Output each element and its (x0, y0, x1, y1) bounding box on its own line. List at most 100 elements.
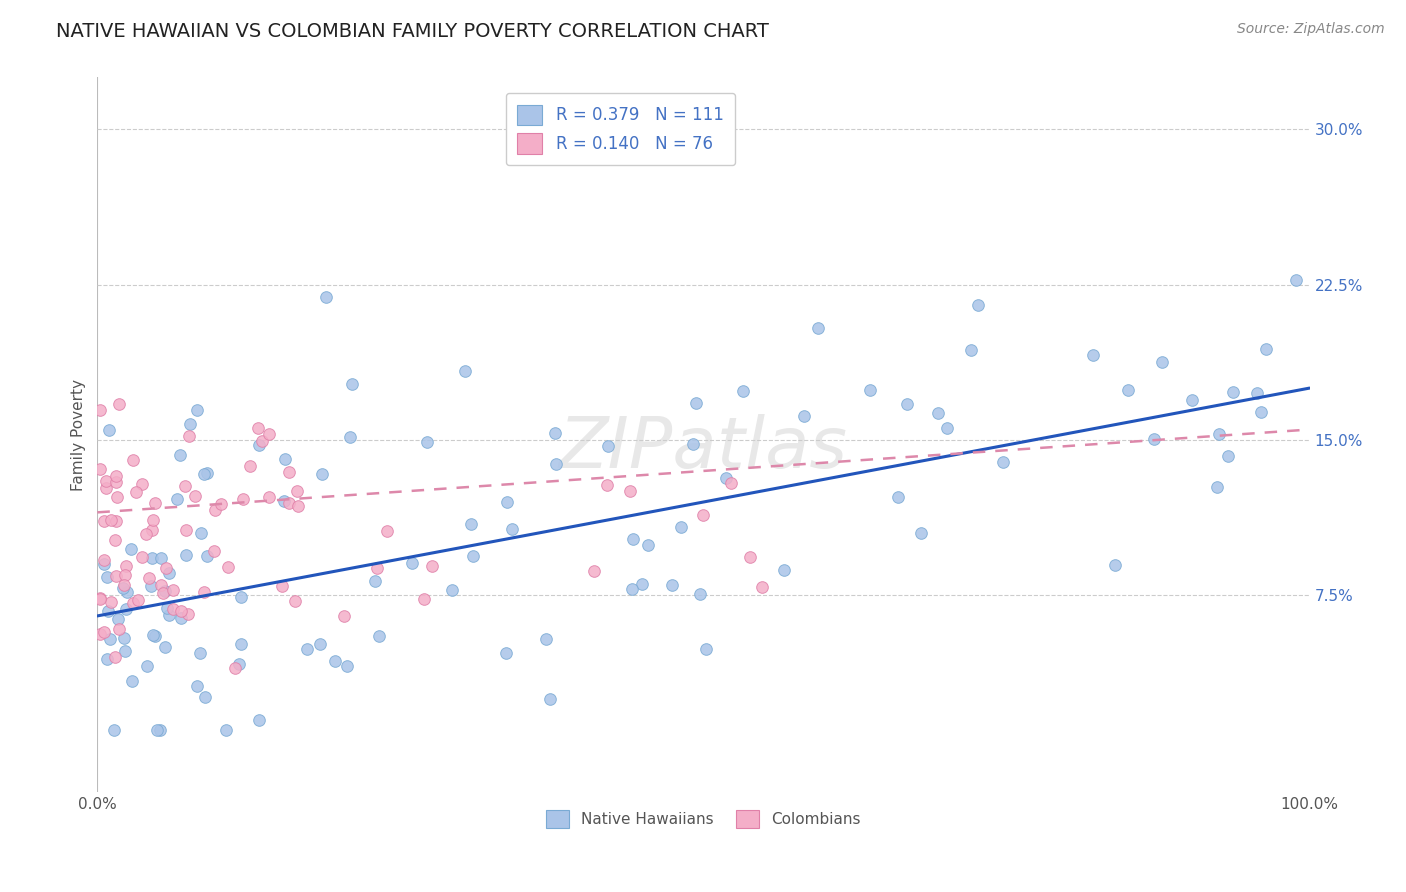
Point (1083, 347, 1105, 361)
Point (146, 723, 169, 737)
Point (188, 646, 211, 660)
Point (807, 320, 830, 334)
Point (495, 646, 517, 660)
Point (169, 610, 191, 624)
Y-axis label: Family Poverty: Family Poverty (72, 379, 86, 491)
Point (186, 403, 208, 417)
Point (193, 467, 215, 482)
Point (174, 479, 197, 493)
Point (682, 437, 704, 451)
Point (959, 343, 981, 357)
Point (135, 526, 157, 541)
Point (671, 519, 693, 533)
Point (131, 477, 153, 491)
Point (112, 631, 135, 645)
Point (339, 430, 361, 444)
Point (412, 591, 434, 606)
Point (596, 478, 619, 492)
Point (125, 485, 148, 500)
Point (149, 723, 172, 737)
Point (1118, 383, 1140, 397)
Point (740, 549, 762, 564)
Point (166, 492, 188, 507)
Point (685, 396, 707, 410)
Point (179, 429, 201, 443)
Point (308, 637, 330, 651)
Point (93, 558, 115, 572)
Text: NATIVE HAWAIIAN VS COLOMBIAN FAMILY POVERTY CORRELATION CHART: NATIVE HAWAIIAN VS COLOMBIAN FAMILY POVE… (56, 22, 769, 41)
Point (692, 508, 714, 523)
Point (278, 496, 301, 510)
Point (104, 650, 127, 665)
Point (1104, 558, 1126, 572)
Point (156, 601, 179, 615)
Point (720, 475, 742, 490)
Point (229, 591, 252, 605)
Point (89, 462, 111, 476)
Point (228, 657, 250, 672)
Point (543, 425, 565, 440)
Point (270, 579, 292, 593)
Point (104, 469, 127, 483)
Point (315, 290, 337, 304)
Point (401, 557, 423, 571)
Point (284, 594, 307, 608)
Point (112, 578, 135, 592)
Point (896, 397, 918, 411)
Point (582, 565, 605, 579)
Point (98, 632, 121, 647)
Point (1208, 427, 1230, 442)
Point (295, 641, 318, 656)
Point (100, 595, 122, 609)
Point (143, 496, 166, 510)
Point (966, 298, 988, 312)
Point (174, 548, 197, 562)
Point (534, 632, 557, 646)
Point (155, 640, 177, 655)
Point (1205, 480, 1227, 494)
Point (145, 629, 167, 643)
Point (366, 561, 388, 575)
Point (152, 585, 174, 599)
Point (89, 591, 111, 606)
Point (114, 644, 136, 658)
Point (463, 549, 485, 564)
Point (141, 550, 163, 565)
Point (731, 384, 754, 398)
Point (287, 500, 309, 514)
Point (217, 559, 239, 574)
Point (224, 661, 246, 675)
Point (538, 691, 561, 706)
Point (1150, 355, 1173, 369)
Point (232, 492, 254, 507)
Point (215, 723, 238, 737)
Point (460, 517, 482, 532)
Point (257, 491, 280, 505)
Point (454, 364, 477, 378)
Point (751, 580, 773, 594)
Point (621, 532, 644, 546)
Point (323, 654, 346, 668)
Legend: Native Hawaiians, Colombians: Native Hawaiians, Colombians (540, 804, 868, 834)
Point (621, 582, 644, 597)
Point (311, 467, 333, 481)
Point (1246, 385, 1268, 400)
Point (273, 494, 295, 508)
Point (259, 426, 281, 441)
Point (157, 607, 180, 622)
Point (115, 558, 138, 573)
Point (495, 495, 517, 509)
Point (104, 533, 127, 548)
Point (107, 397, 129, 411)
Point (162, 601, 184, 615)
Point (170, 604, 193, 618)
Point (887, 491, 910, 505)
Point (274, 452, 297, 467)
Point (247, 714, 270, 728)
Point (104, 475, 127, 489)
Point (142, 628, 165, 642)
Point (375, 524, 398, 538)
Point (368, 629, 391, 643)
Point (202, 543, 225, 558)
Point (100, 513, 122, 527)
